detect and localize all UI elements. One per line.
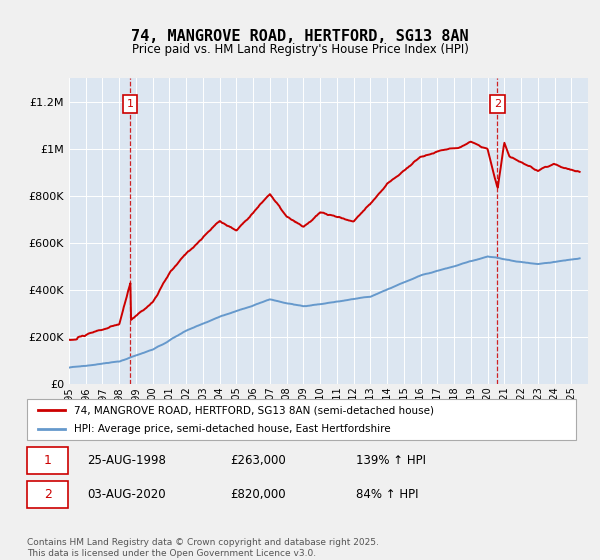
Text: 03-AUG-2020: 03-AUG-2020 <box>88 488 166 501</box>
Text: 2: 2 <box>44 488 52 501</box>
Text: 1: 1 <box>44 454 52 467</box>
Text: 25-AUG-1998: 25-AUG-1998 <box>88 454 166 467</box>
Text: 74, MANGROVE ROAD, HERTFORD, SG13 8AN: 74, MANGROVE ROAD, HERTFORD, SG13 8AN <box>131 29 469 44</box>
Text: 84% ↑ HPI: 84% ↑ HPI <box>356 488 419 501</box>
Text: £820,000: £820,000 <box>230 488 286 501</box>
Text: Price paid vs. HM Land Registry's House Price Index (HPI): Price paid vs. HM Land Registry's House … <box>131 43 469 56</box>
Text: 139% ↑ HPI: 139% ↑ HPI <box>356 454 427 467</box>
Text: 1: 1 <box>127 99 134 109</box>
FancyBboxPatch shape <box>27 447 68 474</box>
Text: 2: 2 <box>494 99 501 109</box>
FancyBboxPatch shape <box>27 481 68 508</box>
Text: 74, MANGROVE ROAD, HERTFORD, SG13 8AN (semi-detached house): 74, MANGROVE ROAD, HERTFORD, SG13 8AN (s… <box>74 405 434 415</box>
FancyBboxPatch shape <box>27 399 576 440</box>
Text: HPI: Average price, semi-detached house, East Hertfordshire: HPI: Average price, semi-detached house,… <box>74 424 390 433</box>
Text: £263,000: £263,000 <box>230 454 286 467</box>
Text: Contains HM Land Registry data © Crown copyright and database right 2025.
This d: Contains HM Land Registry data © Crown c… <box>27 538 379 558</box>
